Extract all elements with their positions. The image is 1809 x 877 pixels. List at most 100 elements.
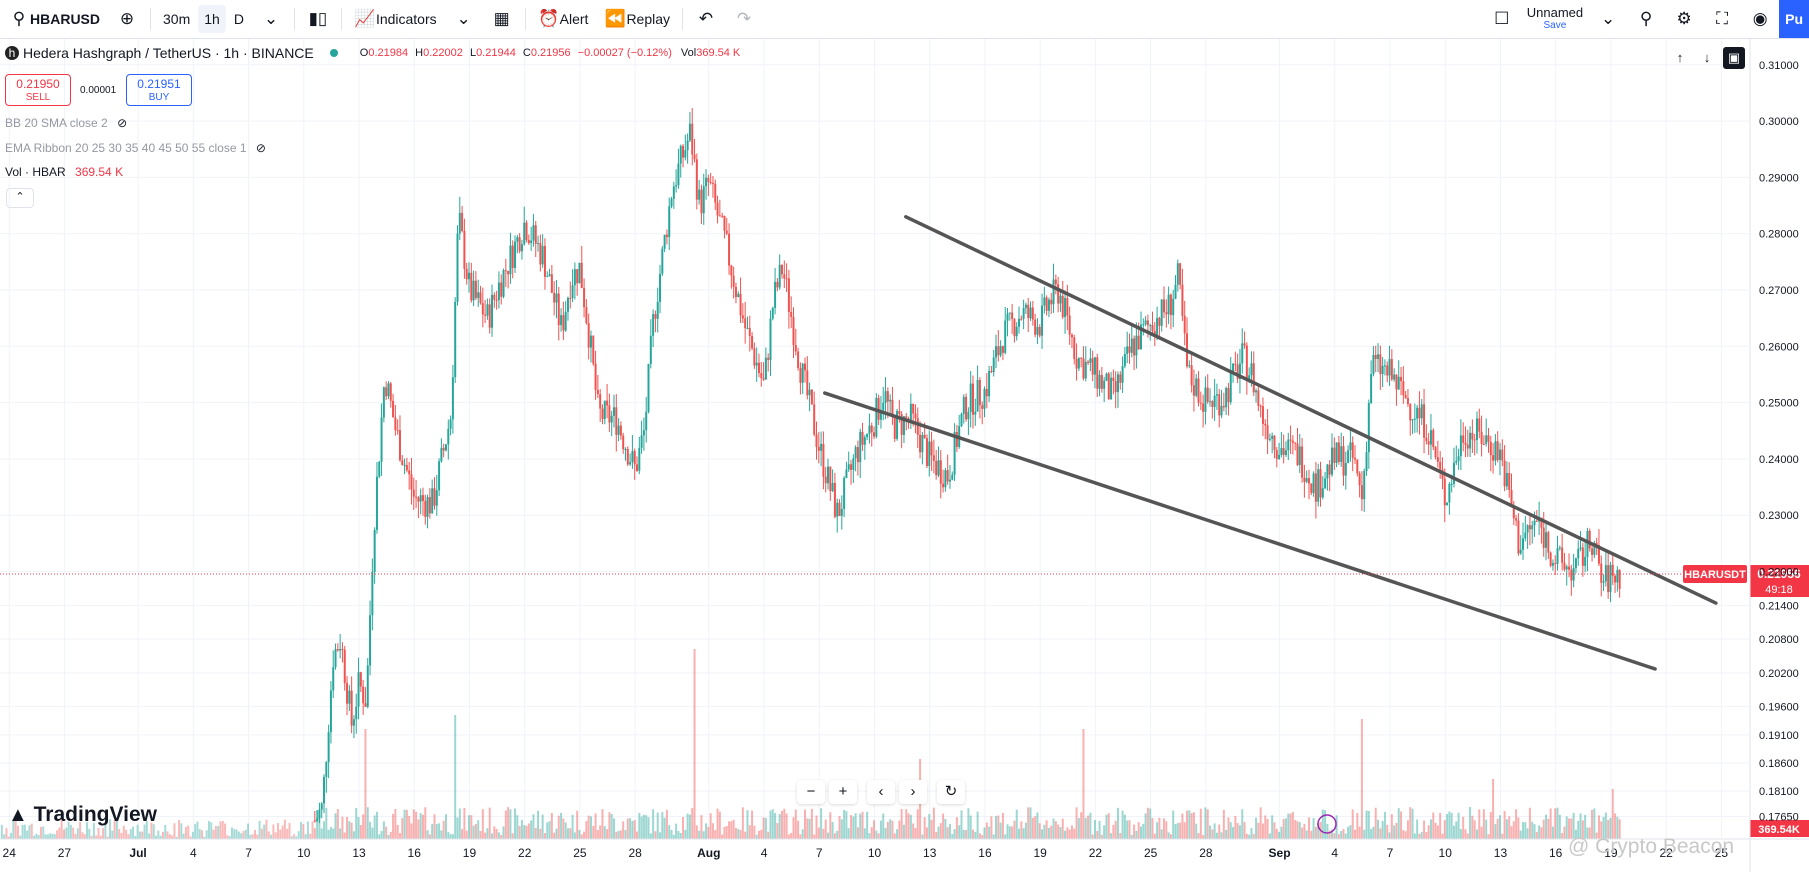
sell-button[interactable]: 0.21950 SELL — [5, 74, 71, 106]
x-tick-label: Aug — [697, 846, 720, 860]
price-chart[interactable]: HBARUSDT 0.21956 49:18 369.54K 0.31000 0.300… — [0, 39, 1809, 872]
zoom-out-button[interactable]: − — [797, 780, 825, 804]
indicators-button[interactable]: 📈 Indicators — [346, 0, 445, 38]
volume-bar — [1528, 807, 1531, 839]
layout-checkbox[interactable]: ☐ — [1483, 0, 1521, 38]
volume-bar — [799, 834, 802, 839]
volume-bar — [1450, 812, 1453, 839]
scroll-left-button[interactable]: ‹ — [867, 780, 895, 804]
candlesticks — [313, 108, 1621, 824]
candle-body — [1289, 439, 1292, 441]
volume-bar — [311, 821, 314, 839]
candle-body — [965, 396, 968, 420]
plus-icon: + — [838, 783, 848, 800]
eye-crossed-icon[interactable]: ⊘ — [255, 141, 266, 155]
hbar-logo-icon: h — [5, 46, 19, 60]
volume-bar — [1245, 833, 1248, 839]
candle-body — [431, 488, 434, 514]
candle-body — [746, 327, 749, 329]
candle-body — [1487, 435, 1490, 442]
candle-body — [1321, 488, 1324, 498]
candle-body — [1508, 473, 1511, 490]
volume-bar — [318, 813, 321, 839]
maximize-pane-button[interactable]: ▣ — [1723, 47, 1745, 69]
candle-body — [603, 400, 606, 419]
volume-bar — [1024, 822, 1027, 839]
volume-bar — [707, 826, 710, 839]
interval-dropdown[interactable]: ⌄ — [252, 0, 290, 38]
undo-button[interactable]: ↶ — [687, 0, 725, 38]
candle-body — [1563, 562, 1566, 570]
buy-button[interactable]: 0.21951 BUY — [126, 74, 192, 106]
volume-bar — [171, 835, 174, 839]
candle-body — [1243, 343, 1246, 346]
move-up-button[interactable]: ↑ — [1669, 47, 1691, 69]
fullscreen-button[interactable]: ⛶ — [1703, 0, 1741, 38]
reset-chart-button[interactable]: ↻ — [937, 780, 965, 804]
interval-1h[interactable]: 1h — [198, 5, 226, 33]
time-axis[interactable]: 24 27 Jul 4 7 10 13 16 19 22 25 28 Aug 4 7 10 13 16 19 22 25… — [0, 838, 1809, 860]
alert-button[interactable]: ⏰ Alert — [530, 0, 597, 38]
candle-body — [1331, 447, 1334, 475]
bb-indicator[interactable]: BB 20 SMA close 2 ⊘ — [5, 116, 127, 130]
volume-bar — [891, 820, 894, 839]
volume-bar — [790, 832, 793, 839]
volume-bar — [115, 820, 118, 839]
scroll-right-button[interactable]: › — [899, 780, 927, 804]
candle-body — [1232, 363, 1235, 373]
volume-bar — [877, 833, 880, 839]
layout-name[interactable]: Unnamed Save — [1527, 6, 1583, 32]
interval-d[interactable]: D — [233, 11, 244, 27]
zoom-in-button[interactable]: + — [829, 780, 857, 804]
volume-bar — [930, 819, 933, 839]
price-axis[interactable]: 0.31000 0.30000 0.29000 0.28000 0.27000 0.260… — [1749, 39, 1799, 872]
snapshot-button[interactable]: ◉ — [1741, 0, 1779, 38]
volume-bar — [352, 831, 355, 839]
move-down-button[interactable]: ↓ — [1696, 47, 1718, 69]
candle-body — [1310, 483, 1313, 493]
volume-bar — [1199, 808, 1202, 839]
arrow-up-icon: ↑ — [1676, 50, 1684, 65]
publish-button[interactable]: Pu — [1779, 0, 1809, 38]
tradingview-logo[interactable]: ▲ TradingView — [8, 803, 157, 827]
volume-bar — [88, 828, 91, 839]
volume-bar — [1100, 834, 1103, 839]
chart-type-button[interactable]: ▮▯ — [299, 0, 337, 38]
indicators-dropdown[interactable]: ⌄ — [445, 0, 483, 38]
compare-button[interactable]: ⊕ — [108, 0, 146, 38]
candle-body — [1252, 363, 1255, 393]
eye-crossed-icon[interactable]: ⊘ — [117, 116, 128, 130]
symbol-search[interactable]: ⚲ HBARUSD — [0, 0, 108, 38]
market-status-dot — [329, 49, 338, 57]
redo-button[interactable]: ↷ — [725, 0, 763, 38]
volume-bar — [633, 820, 636, 839]
volume-bar — [1496, 818, 1499, 839]
replay-button[interactable]: ⏪ Replay — [596, 0, 678, 38]
volume-bar — [178, 820, 181, 839]
interval-30m[interactable]: 30m — [163, 11, 191, 27]
symbol-name[interactable]: HBARUSD — [30, 11, 100, 27]
volume-bar — [571, 814, 574, 839]
volume-indicator[interactable]: Vol · HBAR 369.54 K — [5, 165, 123, 179]
volume-bar — [944, 818, 947, 839]
volume-bar — [539, 828, 542, 839]
templates-button[interactable]: ▦ — [483, 0, 521, 38]
volume-bar — [1614, 813, 1617, 839]
collapse-legend-button[interactable]: ⌃ — [6, 188, 34, 208]
candle-body — [1089, 358, 1092, 363]
quick-search-button[interactable]: ⚲ — [1627, 0, 1665, 38]
chart-area[interactable]: HBARUSDT 0.21956 49:18 369.54K 0.31000 0.300… — [0, 39, 1809, 872]
settings-button[interactable]: ⚙ — [1665, 0, 1703, 38]
volume-bar — [1471, 815, 1474, 839]
volume-bar — [398, 833, 401, 839]
volume-bar — [820, 808, 823, 839]
layout-dropdown[interactable]: ⌄ — [1589, 0, 1627, 38]
candle-body — [571, 285, 574, 299]
ema-indicator[interactable]: EMA Ribbon 20 25 30 35 40 45 50 55 close… — [5, 141, 266, 155]
save-label[interactable]: Save — [1543, 20, 1567, 31]
candle-body — [1522, 538, 1525, 550]
candle-body — [403, 464, 406, 466]
volume-bar — [1183, 822, 1186, 839]
candle-body — [960, 413, 963, 427]
trendlines[interactable] — [823, 215, 1718, 671]
